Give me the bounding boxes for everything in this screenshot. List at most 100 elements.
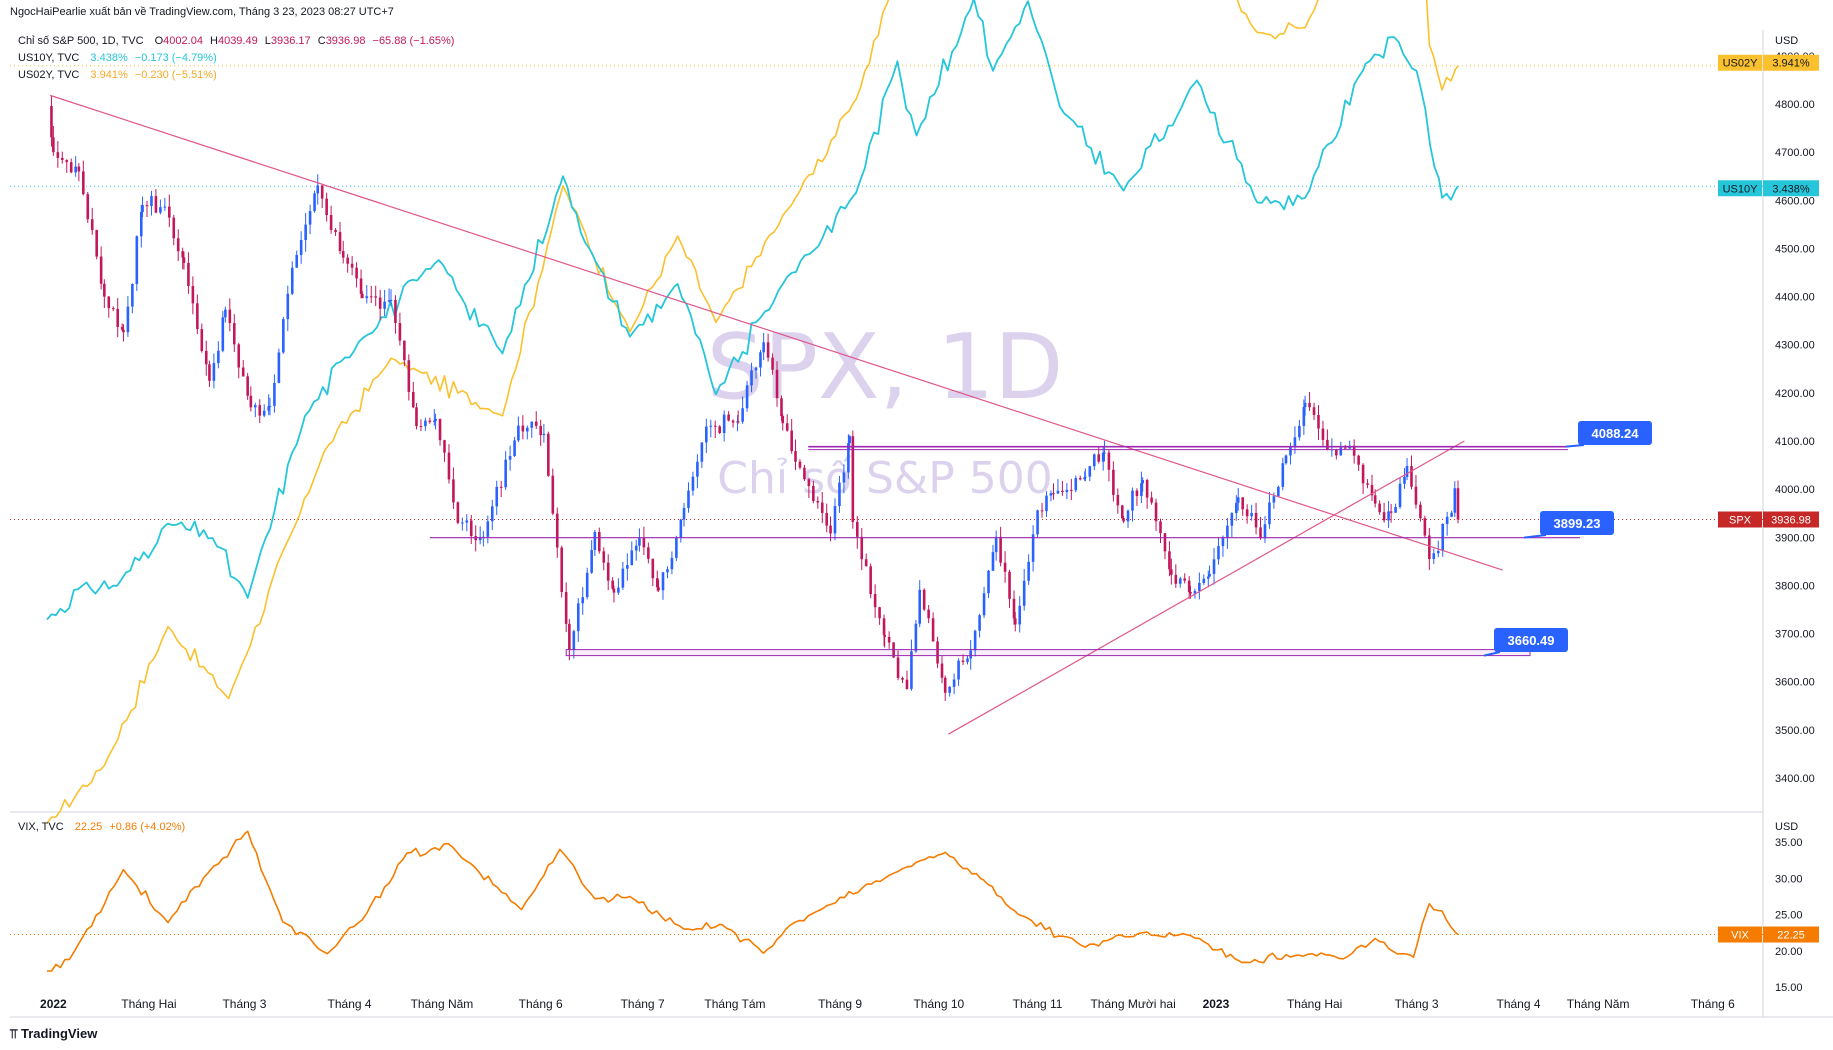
spx-candle [1070,489,1073,491]
vix-tick-label: 30.00 [1775,873,1803,885]
callout-3899-label: 3899.23 [1554,516,1601,531]
time-tick-label: Tháng 7 [621,997,665,1011]
spx-candle [99,256,103,284]
spx-candle [762,342,765,353]
spx-candle [798,461,802,468]
spx-candle [745,385,749,409]
spx-candle [313,193,316,212]
spx-candle [1193,591,1197,594]
time-tick-label: Tháng Tám [704,997,765,1011]
spx-candle [1366,483,1369,485]
spx-candle [1092,454,1096,467]
vix-axis-unit: USD [1775,821,1798,833]
spx-candle [355,267,358,279]
spx-candle [1083,477,1087,480]
spx-candle [1198,583,1201,592]
spx-candle [508,456,512,460]
spx-candle [978,615,981,631]
spx-candle [775,369,779,399]
spx-candle [1398,483,1402,508]
spx-candle [212,363,216,381]
spx-candle [1387,511,1390,521]
spx-candle [1235,502,1238,514]
price-tick-label: 3600.00 [1775,677,1815,689]
spx-candle [224,309,227,318]
spx-candle [86,194,90,220]
spx-candle [771,357,774,370]
price-tick-label: 4200.00 [1775,388,1815,400]
spx-candle [754,367,758,371]
spx-candle [666,569,669,573]
spx-candle [415,407,418,427]
spx-candle [1302,407,1306,426]
spx-candle [304,224,307,241]
spx-candle [1281,463,1285,487]
spx-candle [1183,578,1187,581]
spx-candle [69,162,73,173]
spx-candle [530,421,534,428]
spx-candle [237,344,241,368]
spx-candle [1272,496,1276,503]
spx-candle [961,660,965,663]
spx-candle [513,440,516,457]
vix-axis-tag-value: 22.25 [1777,930,1805,942]
spx-candle [517,425,520,441]
spx-candle [131,284,134,307]
spx-candle [825,512,829,526]
vix-tick-label: 15.00 [1775,982,1803,994]
spx-candle [50,105,53,138]
spx-candle [873,594,877,608]
callout-3899-box [1540,511,1614,535]
spx-candle [547,433,550,476]
uptrend-line [948,440,1465,735]
tv-logo-icon: ⫪ [10,1027,18,1042]
spx-candle [542,433,546,436]
spx-candle [927,609,930,619]
spx-candle [606,562,610,581]
us02y-axis-tag-value: 3.941% [1772,58,1810,70]
spx-candle [1101,452,1105,462]
vix-symbol: VIX, TVC [18,821,64,833]
spx-candle [1259,527,1262,539]
spx-candle [679,519,683,538]
spx-candle [1027,561,1030,581]
tradingview-logo[interactable]: ⫪ TradingView [10,1026,97,1042]
spx-candle [887,636,891,643]
spx-candle [486,521,490,537]
spx-candle [638,537,641,546]
spx-candle [838,482,841,507]
spx-candle [120,326,124,330]
spx-candle [1389,511,1393,513]
vix-change: +0.86 (+4.02%) [109,821,186,833]
spx-candle [1140,483,1143,496]
spx-candle [163,206,167,208]
spx-candle [208,364,211,381]
spx-candle [651,558,655,579]
time-tick-label: 2022 [40,997,67,1011]
price-tick-label: 3800.00 [1775,580,1815,592]
spx-candle [1022,580,1026,606]
spx-candle [1277,486,1280,497]
spx-candle [434,418,437,421]
spx-candle [1061,490,1064,493]
spx-candle [1074,478,1078,491]
spx-candle [1456,488,1460,520]
spx-candle [1230,513,1234,526]
spx-candle [383,301,386,309]
spx-candle [560,547,564,593]
price-tick-label: 3700.00 [1775,629,1815,641]
spx-candle [1150,497,1153,503]
spx-candle [135,236,139,285]
spx-candle [168,206,171,218]
callout-4088-box [1578,421,1652,445]
spx-legend: Chỉ số S&P 500, 1D, TVC O4002.04 H4039.4… [18,35,454,47]
price-tick-label: 4400.00 [1775,292,1815,304]
spx-candle [369,296,373,298]
spx-candle [60,157,64,160]
spx-candle [172,217,176,239]
spx-candle [1428,535,1431,559]
spx-candle [394,299,397,324]
spx-candle [82,171,85,195]
spx-candle [807,479,811,487]
